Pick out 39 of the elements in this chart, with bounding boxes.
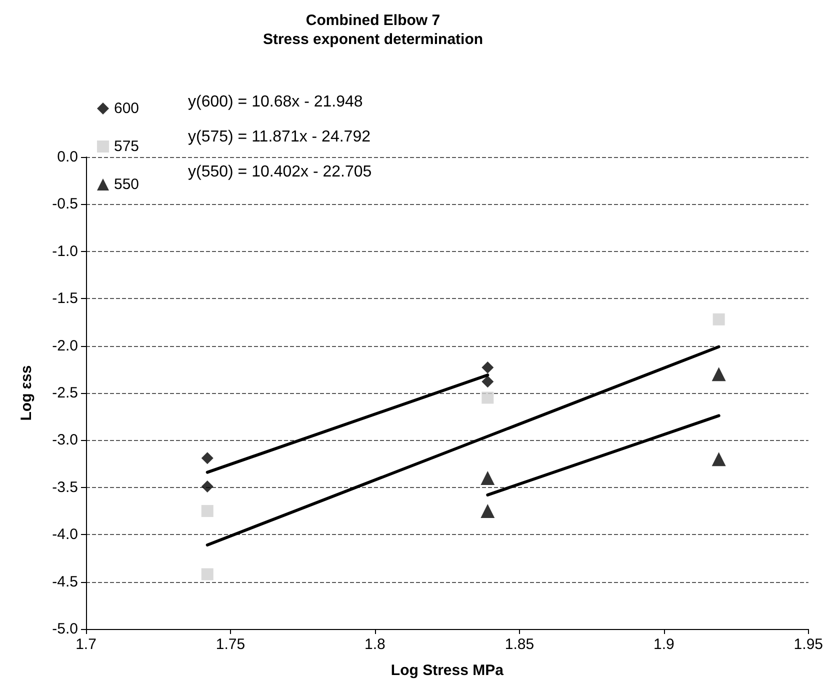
y-tick-label: -0.5 — [52, 196, 78, 213]
legend-label: 575 — [114, 138, 140, 155]
legend-label: 550 — [114, 176, 140, 193]
x-tick-label: 1.75 — [216, 636, 246, 653]
y-tick-label: 0.0 — [57, 148, 78, 166]
text: y(575) = 11.871x - 24.792 — [188, 128, 371, 146]
y-tick-label: -4.5 — [52, 573, 78, 590]
point — [482, 376, 494, 388]
y-tick-label: -2.5 — [52, 384, 78, 402]
x-tick-label: 1.85 — [504, 636, 534, 653]
y-tick-label: -1.5 — [52, 290, 78, 308]
point — [712, 452, 726, 466]
point — [480, 504, 495, 518]
point — [482, 362, 494, 374]
x-tick-label: 1.7 — [76, 636, 96, 653]
y-tick-label: -2.0 — [52, 337, 78, 354]
chart-title: Combined Elbow 7 — [306, 12, 440, 29]
text: y(600) = 10.68x - 21.948 — [188, 94, 363, 110]
x-tick-label: 1.9 — [653, 636, 674, 653]
point — [201, 568, 214, 580]
point — [482, 392, 494, 404]
annotation: y(550) = 10.402x - 22.705 — [188, 164, 372, 180]
x-tick-label: 1.8 — [364, 636, 386, 653]
point — [712, 313, 725, 326]
y-axis-title: Log εss — [18, 365, 35, 421]
point — [712, 367, 726, 382]
point — [480, 470, 495, 485]
y-tick-label: -3.0 — [52, 432, 78, 449]
y-tick-label: -4.0 — [52, 526, 78, 544]
y-tick-label: -1.0 — [52, 242, 78, 260]
chart-subtitle: Stress exponent determination — [262, 31, 484, 48]
y-tick-label: -5.0 — [52, 620, 78, 638]
legend-label: 600 — [114, 100, 140, 117]
point — [201, 480, 214, 492]
x-axis-title: Log Stress MPa — [390, 662, 504, 679]
x-tick-label: 1.95 — [794, 636, 824, 653]
point — [201, 452, 214, 464]
point — [201, 505, 214, 517]
y-tick-label: -3.5 — [52, 478, 78, 496]
